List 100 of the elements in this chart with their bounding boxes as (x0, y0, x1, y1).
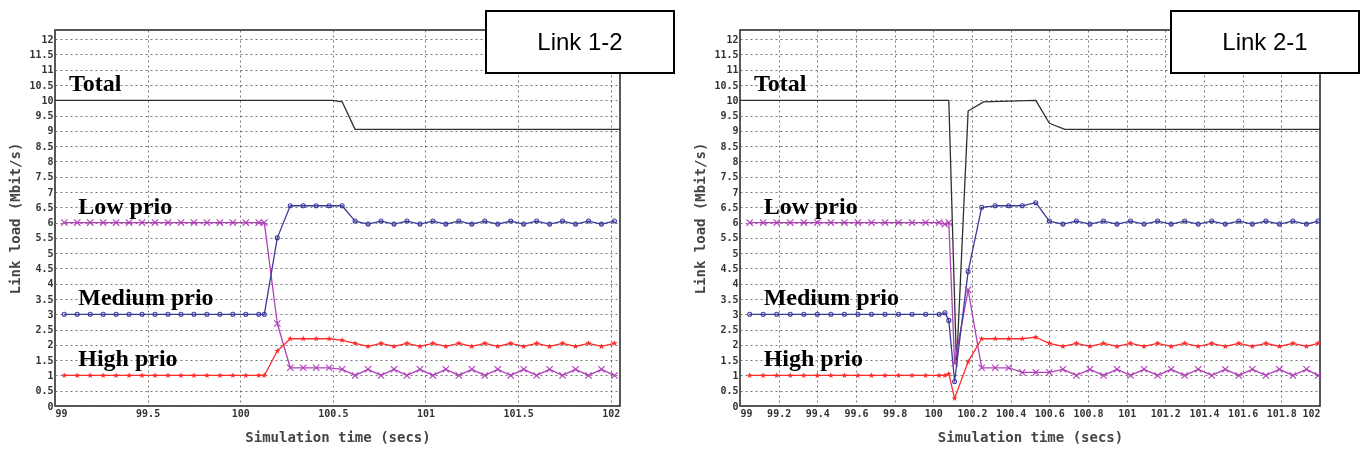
point (978, 335, 985, 342)
point (300, 335, 307, 342)
series-label: Medium prio (763, 284, 899, 311)
point (1100, 340, 1107, 346)
point (1005, 335, 1012, 342)
point (190, 218, 198, 227)
point (1235, 340, 1242, 346)
point (1019, 203, 1025, 209)
point (760, 311, 766, 317)
x-tick-label: 101.4 (1189, 407, 1220, 419)
series-label: Medium prio (78, 284, 214, 311)
point (572, 343, 579, 349)
x-tick-label: 99 (740, 407, 753, 419)
point (1195, 343, 1202, 349)
point (1249, 343, 1256, 349)
point (1019, 335, 1026, 342)
point (1167, 365, 1175, 374)
point (286, 364, 294, 372)
point (965, 268, 971, 275)
point (352, 218, 358, 224)
point (1236, 218, 1242, 224)
point (1263, 218, 1269, 224)
x-tick-label: 99.2 (767, 407, 792, 419)
y-tick-label: 4 (732, 278, 739, 290)
point (1032, 368, 1040, 377)
point (1006, 203, 1012, 209)
point (1302, 365, 1311, 374)
point (1208, 340, 1215, 346)
point (456, 218, 462, 224)
series-label: Total (69, 70, 122, 97)
y-tick-label: 3.5 (35, 293, 54, 305)
y-tick-label: 9 (47, 125, 54, 137)
point (977, 364, 986, 372)
point (584, 371, 593, 380)
point (455, 371, 463, 380)
point (1100, 218, 1107, 224)
y-tick-label: 10 (41, 94, 54, 106)
y-tick-label: 11 (41, 64, 54, 76)
point (964, 286, 972, 294)
x-axis-title: Simulation time (secs) (245, 428, 431, 445)
y-tick-label: 0 (47, 400, 54, 412)
y-tick-label: 4.5 (720, 262, 739, 274)
y-tick-label: 9 (732, 125, 739, 137)
point (868, 311, 875, 317)
x-tick-label: 101.8 (1266, 407, 1297, 419)
point (242, 372, 249, 378)
point (100, 372, 107, 378)
point (882, 372, 888, 378)
point (1275, 365, 1284, 374)
y-tick-label: 8 (47, 155, 54, 167)
y-tick-label: 7.5 (720, 171, 739, 183)
y-tick-label: 2 (732, 339, 739, 351)
point (814, 311, 820, 317)
point (922, 372, 929, 378)
point (882, 311, 888, 317)
point (365, 221, 371, 227)
point (787, 311, 793, 317)
point (1059, 343, 1066, 349)
point (229, 372, 236, 378)
x-tick-label: 101.5 (503, 407, 534, 419)
point (1073, 340, 1080, 346)
point (229, 218, 237, 227)
y-axis-title: Link load (Mbit/s) (7, 142, 24, 295)
point (572, 221, 579, 227)
point (534, 218, 540, 224)
point (494, 365, 502, 374)
point (991, 364, 999, 372)
point (326, 203, 332, 209)
y-tick-label: 7 (47, 186, 54, 198)
y-tick-label: 5.5 (720, 232, 739, 244)
point (746, 372, 753, 378)
point (404, 218, 410, 224)
point (469, 221, 475, 227)
point (773, 218, 781, 227)
point (86, 218, 94, 227)
point (468, 365, 476, 374)
point (855, 311, 861, 317)
point (895, 311, 902, 317)
y-tick-label: 0.5 (35, 385, 54, 397)
point (598, 343, 605, 349)
point (261, 372, 268, 378)
point (1059, 365, 1067, 374)
point (923, 311, 929, 317)
point (1033, 200, 1039, 206)
point (760, 372, 767, 378)
y-tick-label: 6.5 (720, 201, 739, 213)
point (941, 372, 948, 378)
point (1127, 218, 1134, 224)
point (895, 372, 902, 378)
x-tick-label: 100 (231, 407, 250, 419)
point (1262, 371, 1270, 380)
x-tick-label: 101.6 (1228, 407, 1259, 419)
point (273, 319, 282, 328)
point (391, 343, 397, 349)
x-tick-label: 100.5 (318, 407, 349, 419)
point (1221, 365, 1229, 374)
point (854, 372, 861, 378)
y-tick-label: 10.5 (714, 79, 739, 91)
point (909, 311, 915, 317)
y-tick-label: 3 (732, 308, 739, 320)
